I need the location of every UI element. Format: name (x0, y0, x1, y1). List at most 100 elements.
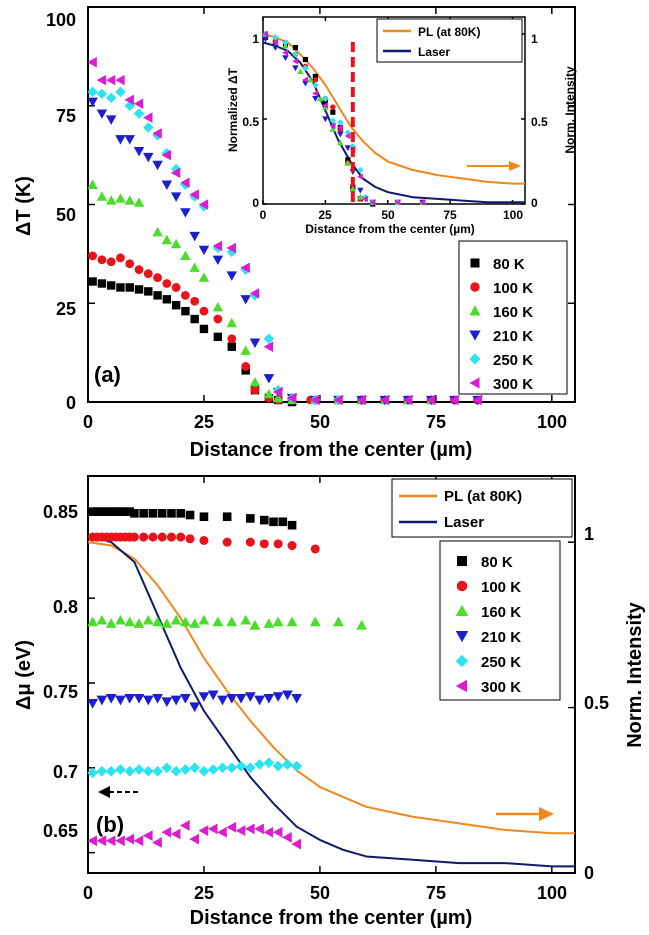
panel-a-point-160k-1 (96, 191, 108, 201)
panel-a-point-300k-19 (286, 392, 297, 404)
panel-a-point-300k-17 (263, 341, 274, 352)
panel-a-point-100k-5 (134, 265, 144, 275)
panel-b-point-300k-19 (263, 826, 274, 838)
panel-a-point-300k-2 (105, 74, 116, 86)
inset-point-5-2 (282, 49, 289, 56)
panel-b-point-300k-21 (282, 831, 292, 843)
panel-b-point-160k-10 (180, 616, 191, 627)
panel-b-point-100k-9 (129, 532, 139, 542)
panel-b-point-210k-22 (291, 693, 303, 704)
panel-a-tick-label-x75: 75 (426, 412, 446, 432)
panel-a-data-points (87, 57, 483, 407)
inset-legend: PL (at 80K) Laser (376, 18, 523, 63)
panel-b-tick-label-x75: 75 (426, 883, 446, 903)
inset-y-axis-label: Normalized ΔT (226, 67, 240, 152)
panel-a-point-210k-17 (263, 374, 275, 384)
panel-b-point-100k-13 (166, 532, 177, 542)
panel-b-legend-markers (455, 556, 469, 693)
panel-b-point-160k-9 (170, 614, 182, 625)
legend-a-marker-3 (469, 330, 481, 341)
panel-a-point-210k-9 (170, 192, 182, 202)
panel-b-point-250k-10 (180, 764, 191, 775)
legend-a-80k: 80 K (493, 256, 525, 273)
panel-b-point-250k-3 (115, 764, 126, 775)
panel-b-point-80k-5 (111, 507, 121, 516)
inset-tick-label-y1: 1 (252, 32, 259, 46)
panel-a-point-210k-10 (180, 208, 191, 218)
panel-b-point-300k-15 (226, 821, 237, 833)
panel-b-x-axis-label: Distance from the center (µm) (190, 907, 473, 929)
panel-a-point-210k-14 (226, 271, 238, 281)
inset-point-2-3 (297, 68, 304, 74)
panel-b-point-100k-11 (148, 532, 158, 542)
inset-legend-box (376, 18, 523, 63)
legend-a-marker-0 (470, 258, 480, 268)
panel-a-point-100k-10 (180, 290, 190, 300)
inset-chart: 0 25 50 75 100 0 0.5 1 0 0.5 1 Distance … (226, 16, 577, 236)
panel-b-legend-pl: PL (at 80K) (444, 488, 522, 505)
panel-b-point-250k-14 (217, 762, 228, 774)
inset-point-3-9 (344, 145, 352, 152)
panel-b-point-250k-7 (152, 765, 163, 777)
legend-b-300k: 300 K (481, 679, 521, 696)
inset-y2-tick-label-0: 0 (531, 196, 538, 210)
panel-a-point-160k-7 (161, 234, 173, 245)
panel-b-point-210k-10 (180, 693, 191, 704)
panel-a-point-300k-1 (96, 74, 107, 86)
panel-b-point-250k-20 (272, 760, 284, 772)
panel-a-point-160k-8 (170, 238, 182, 249)
panel-a-point-100k-13 (213, 314, 223, 324)
panel-a-point-250k-1 (96, 88, 108, 100)
panel-a-point-80k-4 (125, 283, 134, 292)
panel-b-tick-label-x25: 25 (194, 883, 214, 903)
panel-b-data-points (87, 507, 368, 850)
panel-a-point-300k-23 (379, 394, 390, 406)
panel-b-point-300k-18 (254, 823, 264, 835)
panel-b-point-160k-22 (356, 619, 368, 630)
panel-b-point-80k-21 (278, 517, 288, 527)
panel-a-point-80k-9 (171, 301, 181, 310)
inset-point-2-11 (357, 193, 364, 200)
panel-b-point-210k-8 (161, 697, 173, 708)
panel-a-point-160k-17 (272, 392, 284, 403)
panel-b-point-210k-19 (263, 693, 275, 704)
panel-b-y-axis-label: Δμ (eV) (13, 640, 35, 710)
panel-a-point-300k-9 (170, 167, 181, 179)
inset-tick-label-x50: 50 (381, 208, 395, 222)
inset-point-2-4 (307, 76, 314, 83)
panel-a-point-210k-13 (212, 255, 224, 266)
panel-a-point-210k-16 (249, 338, 261, 348)
inset-tick-label-y0: 0 (252, 196, 259, 210)
panel-b-point-250k-21 (282, 759, 293, 770)
panel-b-point-300k-14 (217, 826, 227, 838)
panel-b-point-100k-15 (185, 534, 195, 544)
panel-a-tick-label-x25: 25 (194, 412, 214, 432)
panel-b-point-300k-16 (235, 825, 246, 836)
panel-b-point-160k-0 (87, 616, 99, 627)
legend-b-marker-5 (455, 679, 467, 693)
inset-point-4-7 (329, 117, 337, 124)
panel-b-point-160k-21 (333, 616, 344, 627)
inset-legend-laser: Laser (418, 45, 450, 59)
panel-b-point-300k-5 (133, 835, 144, 847)
panel-a-point-100k-1 (97, 255, 107, 265)
inset-point-5-8 (337, 124, 343, 131)
panel-b-point-300k-6 (142, 830, 153, 842)
panel-a-point-80k-1 (97, 279, 107, 288)
inset-point-0-7 (330, 109, 336, 115)
panel-b-point-160k-12 (198, 614, 210, 625)
legend-b-marker-4 (455, 654, 469, 668)
panel-a-point-300k-6 (143, 112, 153, 123)
panel-b-point-160k-6 (142, 614, 154, 625)
panel-b-point-80k-7 (120, 507, 130, 516)
panel-b-point-300k-3 (115, 835, 125, 847)
legend-b-100k: 100 K (481, 579, 521, 596)
panel-b-label: (b) (96, 812, 124, 837)
panel-a-point-100k-0 (88, 251, 98, 261)
panel-a-point-100k-8 (162, 279, 172, 288)
legend-a-marker-2 (469, 305, 481, 316)
legend-a-marker-4 (469, 353, 481, 365)
panel-b-point-250k-15 (226, 762, 238, 774)
panel-b-tick-label-y065: 0.65 (43, 821, 78, 841)
